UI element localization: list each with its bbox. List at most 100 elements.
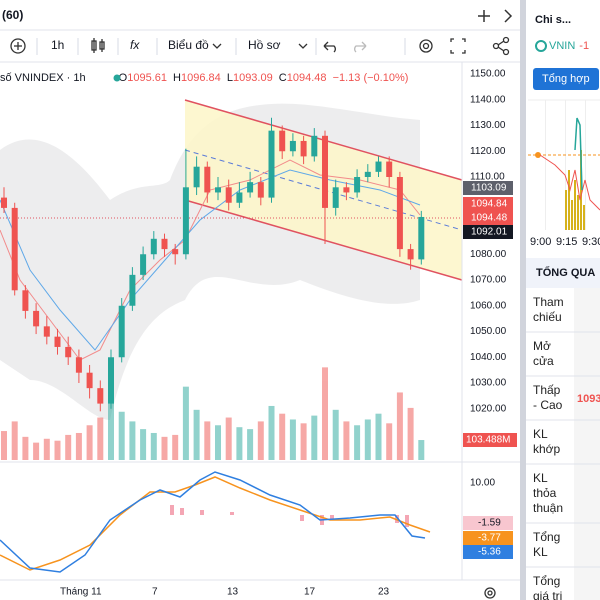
- toolbar-icons[interactable]: [10, 36, 510, 56]
- candle-body: [236, 192, 243, 203]
- volume-bar: [33, 442, 40, 460]
- volume-bar: [247, 429, 254, 460]
- indicator-button[interactable]: fx: [130, 38, 140, 52]
- volume-bar: [86, 425, 93, 460]
- macd-tag: [463, 516, 513, 530]
- candle-body: [407, 249, 414, 260]
- candle-body: [257, 182, 264, 198]
- volume-bar: [268, 405, 275, 460]
- macd-tag-text: -1.59: [478, 518, 501, 529]
- candle-body: [97, 388, 104, 404]
- profile-menu[interactable]: Hồ sơ: [248, 38, 281, 52]
- ticker-icon: [535, 40, 547, 52]
- candle-body: [65, 346, 72, 358]
- ticker-name: VNIN: [549, 40, 575, 52]
- volume-bar: [257, 421, 264, 460]
- volume-bar: [396, 392, 403, 460]
- low-high-value: 1093: [577, 393, 600, 405]
- price-axis-label: 1080.00: [470, 249, 507, 260]
- time-label: 17: [304, 587, 316, 598]
- candle-body: [182, 187, 189, 255]
- macd-line: [0, 471, 426, 573]
- ticker: VNIN -1: [549, 40, 589, 52]
- status-dot: [113, 74, 121, 82]
- candle-body: [215, 187, 221, 193]
- legend-label: H: [173, 72, 181, 84]
- price-axis-label: 1120.00: [470, 146, 506, 157]
- row-label: khớp: [533, 442, 561, 456]
- macd-tag-text: -3.77: [478, 533, 501, 544]
- candle-body: [118, 305, 125, 358]
- row-label: chiếu: [533, 310, 562, 324]
- price-axis-label: 1020.00: [470, 403, 507, 414]
- legend-label: C: [279, 72, 287, 84]
- time-label: Tháng 11: [60, 587, 102, 598]
- price-axis-label: 1110.00: [470, 172, 505, 183]
- volume-bar: [236, 427, 243, 460]
- row-label: Tham: [533, 295, 564, 309]
- volume-bar: [300, 423, 307, 460]
- legend-change: −1.13 (−0.10%): [333, 72, 409, 84]
- mini-time: 9:00: [530, 236, 551, 248]
- volume-bar: [193, 409, 200, 460]
- candle-body: [150, 238, 157, 255]
- volume-bar: [150, 432, 157, 460]
- candle-body: [22, 290, 29, 311]
- macd-tag-text: -5.36: [478, 547, 501, 558]
- row-label: Tổng: [533, 530, 560, 544]
- top-icons[interactable]: [478, 9, 513, 23]
- candle-body: [418, 216, 425, 260]
- time-label: 13: [227, 587, 239, 598]
- mini-time: 9:15: [556, 236, 577, 248]
- settings-icon[interactable]: [484, 587, 496, 599]
- price-axis-label: 1030.00: [470, 378, 507, 389]
- interval-button[interactable]: 1h: [51, 38, 64, 52]
- volume-bar: [215, 425, 221, 460]
- chart-menu[interactable]: Biểu đồ: [168, 38, 209, 52]
- candle-body: [396, 177, 403, 250]
- section-header: [526, 258, 600, 288]
- candle-body: [364, 171, 371, 177]
- candle-body: [343, 187, 350, 193]
- volume-bar: [65, 434, 72, 460]
- candle-body: [289, 140, 296, 152]
- candle-body: [11, 207, 18, 291]
- tab-label[interactable]: Tổng hợp: [542, 73, 590, 85]
- panel-title: Chi s...: [535, 14, 571, 26]
- volume-bar: [129, 421, 136, 460]
- candle-body: [140, 254, 147, 275]
- volume-bar: [279, 413, 286, 460]
- candle-body: [54, 336, 61, 347]
- candle-body: [332, 187, 339, 208]
- volume-bar: [289, 419, 296, 460]
- candle-body: [204, 166, 211, 193]
- candle-body: [86, 372, 93, 389]
- tab-button[interactable]: [533, 68, 599, 90]
- channel-lower: [184, 199, 463, 281]
- volume-bar: [161, 436, 168, 460]
- candle-body: [375, 161, 382, 172]
- candle-body: [193, 166, 200, 188]
- candle-body: [108, 357, 114, 404]
- volume-bar: [11, 421, 18, 460]
- candle-body: [75, 357, 82, 373]
- volume-bar: [407, 407, 414, 460]
- row-label: KL: [533, 471, 548, 485]
- price-axis-label: 1140.00: [470, 94, 506, 105]
- candle-body: [1, 197, 7, 208]
- candle-body: [161, 238, 168, 250]
- candle-body: [247, 182, 254, 193]
- panel-separator: [520, 0, 526, 600]
- volume-bar: [108, 402, 114, 460]
- legend-value: 1094.48: [287, 72, 327, 84]
- volume-bar: [182, 386, 189, 460]
- row-label: KL: [533, 427, 548, 441]
- macd-tag: [463, 531, 513, 545]
- legend-label: L: [227, 72, 233, 84]
- volume-bar: [75, 432, 82, 460]
- row-label: cửa: [533, 354, 554, 368]
- candle-body: [386, 161, 393, 177]
- volume-bar: [1, 431, 7, 460]
- volume-bar: [225, 417, 232, 460]
- row-label: thỏa: [533, 486, 557, 500]
